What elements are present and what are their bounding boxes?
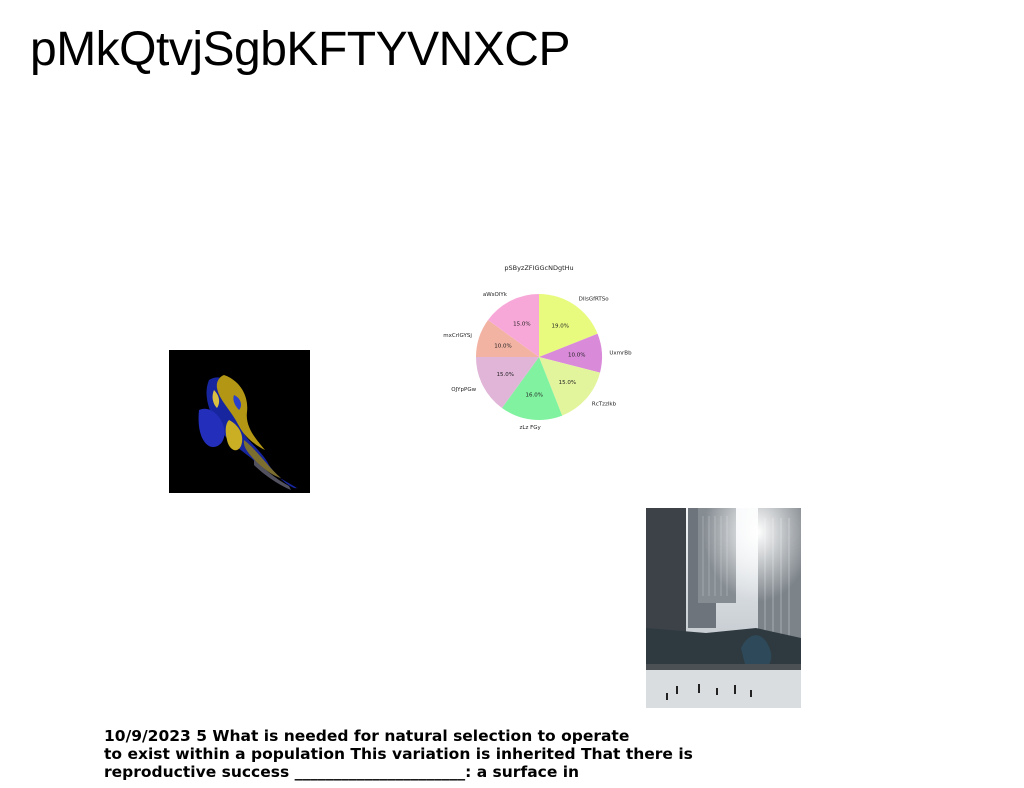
pie-category-label: mxCrlGYSj — [443, 333, 472, 339]
pie-percent-label: 10.0% — [568, 353, 585, 359]
pie-slice — [488, 294, 539, 357]
pie-labels-group: 19.0% DllsGfRTSo 10.0% UxmrBb 15.0% RcTzzlkb 1… — [443, 292, 632, 431]
body-text-line: 10/9/2023 5 What is needed for natural s… — [104, 727, 630, 745]
pie-percent-label: 10.0% — [494, 343, 511, 349]
body-text: 10/9/2023 5 What is needed for natural s… — [104, 727, 764, 781]
page-title: pMkQtvjSgbKFTYVNXCP — [30, 23, 570, 76]
pie-category-label: DllsGfRTSo — [579, 297, 610, 303]
pie-category-label: aWsOlYk — [483, 292, 508, 298]
pie-slice — [501, 357, 563, 420]
pie-slice — [539, 357, 601, 416]
pie-category-label: zLz FGy — [520, 425, 542, 431]
pie-percent-label: 15.0% — [559, 380, 576, 386]
pie-percent-label: 16.0% — [526, 393, 543, 399]
pie-category-label: UxmrBb — [609, 351, 632, 357]
pie-slices-group — [476, 294, 602, 420]
pie-percent-label: 15.0% — [513, 321, 530, 327]
pie-slice — [539, 294, 598, 357]
city-plaza-photo — [646, 508, 801, 708]
pie-category-label: RcTzzlkb — [592, 402, 617, 408]
pie-percent-label: 19.0% — [552, 324, 569, 330]
pie-chart-svg: pSByzZFIGGcNDgtHu 19.0% DllsGfRTSo 10.0% Ux… — [443, 264, 632, 431]
pie-category-label: OJYpPGw — [451, 387, 476, 393]
pie-slice — [476, 319, 539, 357]
body-text-line: reproductive success ___________________… — [104, 763, 580, 781]
pie-percent-label: 15.0% — [497, 372, 514, 378]
pie-chart: pSByzZFIGGcNDgtHu 19.0% DllsGfRTSo 10.0% Ux… — [438, 258, 638, 448]
city-plaza-graphic — [646, 508, 801, 708]
abstract-fractal-image — [169, 350, 310, 493]
chart-title: pSByzZFIGGcNDgtHu — [504, 264, 573, 272]
pie-slice — [539, 333, 602, 373]
body-text-line: to exist within a population This variat… — [104, 745, 693, 763]
abstract-fractal-graphic — [169, 350, 310, 493]
pie-slice — [476, 357, 539, 408]
